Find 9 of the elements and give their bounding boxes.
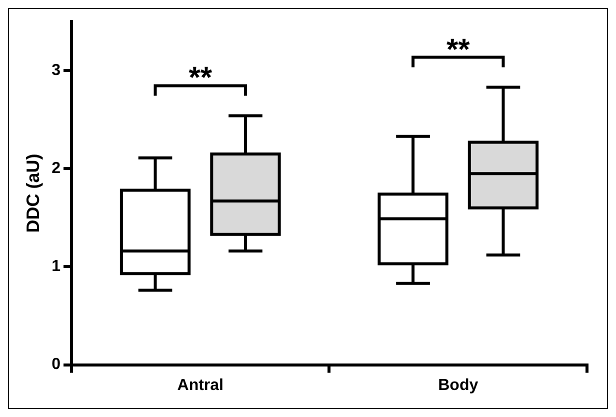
- y-axis-title: DDC (aU): [22, 154, 43, 233]
- x-tick-label: Antral: [177, 376, 224, 394]
- y-tick-label: 2: [52, 160, 61, 178]
- y-tick-label: 1: [52, 258, 61, 276]
- annotation: **: [188, 62, 212, 95]
- y-tick-label: 3: [52, 62, 61, 80]
- y-tick-label: 0: [52, 356, 61, 374]
- x-tick-label: Body: [438, 376, 478, 394]
- annotation: **: [446, 33, 470, 66]
